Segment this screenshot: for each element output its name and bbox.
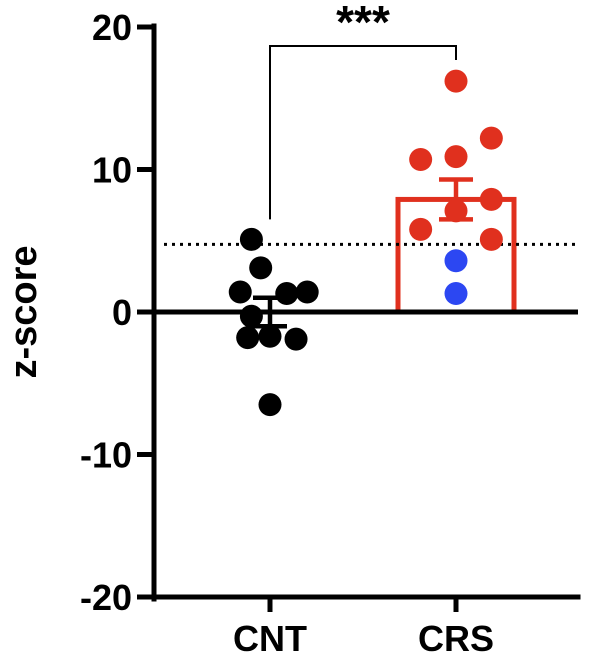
data-point — [409, 148, 433, 172]
data-point — [295, 280, 319, 304]
significance: *** — [269, 0, 457, 220]
data-point — [409, 217, 433, 241]
data-point — [444, 249, 468, 273]
data-point — [479, 126, 503, 150]
x-axis: CNT CRS — [151, 594, 581, 659]
significance-bracket — [269, 45, 457, 220]
data-point — [479, 187, 503, 211]
y-tick-label: 20 — [92, 7, 132, 48]
data-points — [228, 69, 503, 417]
y-tick-label: 10 — [92, 150, 132, 191]
data-point — [236, 326, 260, 350]
data-point — [444, 145, 468, 169]
data-point — [249, 256, 273, 280]
x-tick-label: CRS — [418, 618, 494, 659]
data-point — [258, 393, 282, 417]
significance-label: *** — [336, 0, 390, 48]
data-point — [275, 281, 299, 305]
data-point — [284, 327, 308, 351]
data-point — [258, 324, 282, 348]
data-point — [228, 280, 252, 304]
x-tick-label: CNT — [233, 618, 307, 659]
data-point — [479, 227, 503, 251]
error-bars — [232, 177, 473, 329]
y-tick-label: -20 — [80, 577, 132, 618]
y-axis: -20 -10 0 10 20 — [80, 7, 157, 618]
y-tick-label: 0 — [112, 292, 132, 333]
y-tick-label: -10 — [80, 435, 132, 476]
data-point — [239, 227, 263, 251]
data-point — [444, 69, 468, 93]
data-point — [444, 281, 468, 305]
y-axis-title: z-score — [3, 245, 45, 378]
